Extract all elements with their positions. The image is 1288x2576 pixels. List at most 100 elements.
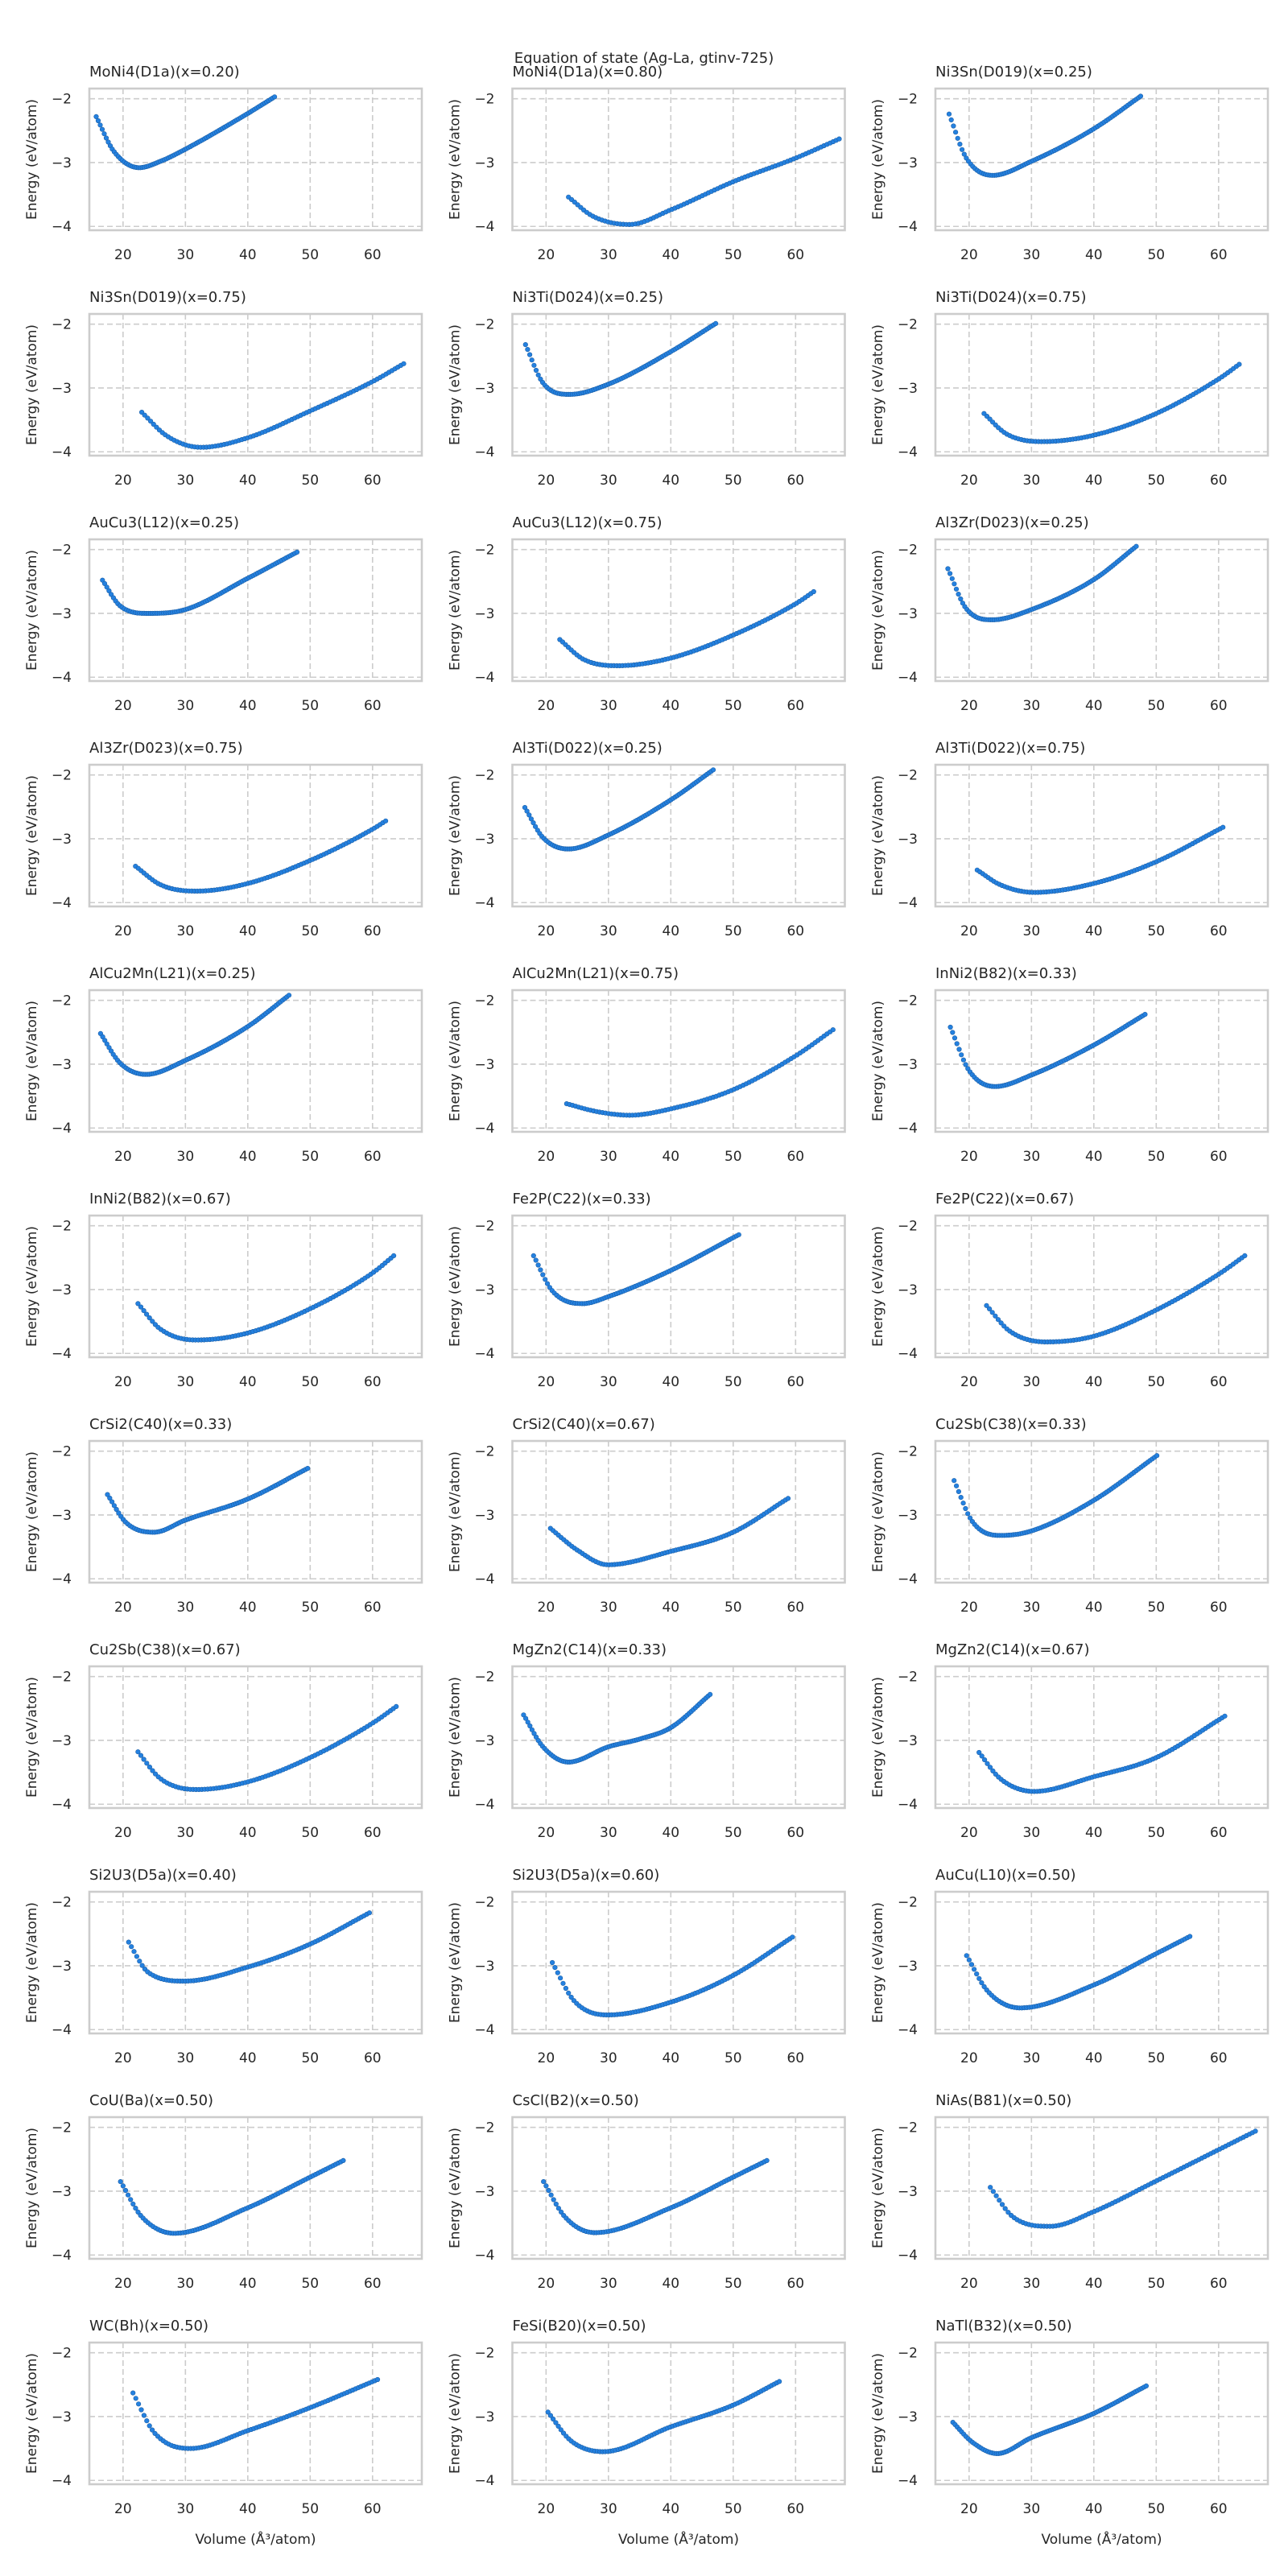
data-point [543, 2183, 549, 2189]
y-tick-label: −3 [52, 381, 72, 397]
data-point [147, 1315, 152, 1321]
subplot-title: Ni3Ti(D024)(x=0.75) [935, 289, 1086, 306]
axes-frame [934, 1439, 1269, 1584]
subplot: AlCu2Mn(L21)(x=0.25) 20 30 40 50 60 −2 −3 −4 Ener… [24, 965, 423, 1165]
y-tick-label: −3 [898, 1508, 918, 1524]
data-point [151, 421, 156, 427]
data-point [954, 1041, 960, 1046]
data-point [543, 1277, 548, 1282]
data-point [1187, 1934, 1193, 1939]
x-tick-label: 30 [1023, 1600, 1041, 1616]
subplot-title: InNi2(B82)(x=0.67) [89, 1191, 231, 1208]
subplot-title: NiAs(B81)(x=0.50) [935, 2092, 1071, 2109]
x-tick-label: 30 [177, 698, 195, 714]
data-point [989, 419, 996, 425]
data-point [131, 1949, 137, 1955]
data-point [958, 596, 964, 602]
axes-frame [511, 87, 846, 232]
y-tick-label: −3 [474, 1508, 494, 1524]
x-tick-label: 50 [1147, 473, 1165, 489]
data-point [712, 320, 719, 327]
y-tick-label: −2 [52, 1219, 72, 1235]
y-tick-label: −4 [474, 670, 494, 686]
y-tick-label: −3 [898, 155, 918, 171]
subplot: InNi2(B82)(x=0.67) 20 30 40 50 60 −2 −3 −4 Energy… [24, 1191, 423, 1390]
x-tick-label: 40 [662, 1600, 679, 1616]
subplot-title: AuCu(L10)(x=0.50) [935, 1867, 1076, 1884]
data-point [1002, 2206, 1008, 2211]
data-point [126, 2192, 131, 2198]
y-axis-label: Energy (eV/atom) [870, 324, 886, 445]
subplot: NiAs(B81)(x=0.50) 20 30 40 50 60 −2 −3 −4 Energy … [870, 2092, 1269, 2292]
data-point [958, 1494, 964, 1501]
y-tick-label: −3 [898, 1959, 918, 1975]
x-tick-label: 40 [662, 2050, 679, 2066]
data-point [101, 131, 107, 137]
data-point [104, 584, 109, 590]
x-tick-label: 60 [364, 698, 382, 714]
data-point [1253, 2128, 1258, 2134]
y-tick-label: −3 [52, 1282, 72, 1298]
data-series [105, 1465, 311, 1535]
data-point [566, 1990, 572, 1996]
x-tick-label: 40 [239, 923, 257, 939]
x-tick-label: 40 [662, 1149, 679, 1165]
x-tick-label: 60 [364, 473, 382, 489]
x-tick-label: 60 [1210, 698, 1228, 714]
y-tick-label: −3 [474, 381, 494, 397]
x-tick-label: 40 [239, 2276, 257, 2292]
x-tick-label: 60 [1210, 1825, 1228, 1841]
subplot: FeSi(B20)(x=0.50) 20 30 40 50 60 −2 −3 −4 Energy … [448, 2318, 846, 2548]
y-tick-label: −3 [474, 2184, 494, 2200]
x-tick-label: 50 [724, 1600, 742, 1616]
x-tick-label: 50 [1147, 1149, 1165, 1165]
subplot-title: MoNi4(D1a)(x=0.80) [513, 64, 663, 80]
y-tick-label: −3 [52, 1508, 72, 1524]
data-point [99, 126, 105, 132]
x-tick-label: 60 [1210, 1149, 1228, 1165]
data-point [1137, 93, 1143, 99]
y-tick-label: −4 [474, 895, 494, 911]
subplot-title: AlCu2Mn(L21)(x=0.25) [89, 965, 256, 982]
x-tick-label: 20 [538, 1149, 555, 1165]
data-point [142, 412, 147, 418]
y-axis-label: Energy (eV/atom) [24, 550, 40, 671]
x-tick-label: 40 [662, 698, 679, 714]
x-tick-label: 30 [177, 247, 195, 263]
data-point [1143, 2383, 1149, 2388]
subplot: CsCl(B2)(x=0.50) 20 30 40 50 60 −2 −3 −4 Energy (… [448, 2092, 846, 2292]
data-point [963, 1062, 968, 1067]
x-tick-label: 50 [724, 923, 742, 939]
data-point [736, 1232, 741, 1237]
y-tick-label: −2 [898, 543, 918, 559]
x-tick-label: 30 [177, 1374, 195, 1390]
data-series [976, 1713, 1228, 1794]
x-tick-label: 60 [786, 2501, 804, 2517]
subplot-title: AlCu2Mn(L21)(x=0.75) [513, 965, 679, 982]
x-tick-label: 60 [786, 1149, 804, 1165]
x-tick-label: 20 [114, 2050, 132, 2066]
data-point [535, 372, 541, 378]
subplot: Ni3Ti(D024)(x=0.25) 20 30 40 50 60 −2 −3 −4 Energ… [448, 289, 846, 489]
data-point [997, 2198, 1002, 2203]
data-series [547, 1496, 791, 1567]
data-point [947, 571, 953, 576]
y-tick-label: −3 [474, 1057, 494, 1073]
data-point [557, 1975, 564, 1981]
x-tick-label: 60 [364, 1600, 382, 1616]
y-tick-label: −2 [52, 2120, 72, 2136]
data-series [981, 361, 1242, 444]
x-tick-label: 50 [301, 1600, 319, 1616]
data-point [993, 1313, 998, 1319]
x-tick-label: 20 [538, 247, 555, 263]
x-tick-label: 20 [538, 2501, 555, 2517]
x-tick-label: 50 [301, 247, 319, 263]
data-point [526, 352, 533, 357]
data-point [952, 1478, 957, 1484]
data-point [147, 2423, 152, 2429]
x-tick-label: 50 [301, 923, 319, 939]
data-point [955, 135, 960, 141]
axes-frame [934, 763, 1269, 908]
data-point [560, 1980, 566, 1986]
y-axis-label: Energy (eV/atom) [870, 2353, 886, 2474]
